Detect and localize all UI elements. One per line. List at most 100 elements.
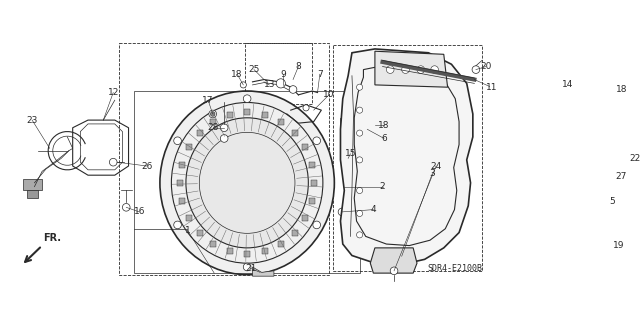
- Circle shape: [543, 187, 574, 217]
- Text: 20: 20: [480, 62, 492, 71]
- Text: 17: 17: [202, 96, 214, 105]
- Text: 18: 18: [378, 121, 390, 130]
- Circle shape: [243, 263, 251, 271]
- Circle shape: [390, 267, 398, 275]
- Polygon shape: [340, 118, 367, 129]
- Polygon shape: [574, 87, 612, 122]
- Text: FR.: FR.: [43, 233, 61, 242]
- Text: 18: 18: [616, 85, 627, 94]
- Text: 19: 19: [612, 241, 624, 250]
- Text: 24: 24: [431, 161, 442, 170]
- Text: 28: 28: [207, 123, 218, 132]
- Circle shape: [551, 180, 556, 184]
- Text: 5: 5: [609, 197, 615, 206]
- Circle shape: [173, 137, 181, 145]
- Polygon shape: [253, 267, 274, 276]
- Text: 22: 22: [629, 154, 640, 163]
- Circle shape: [579, 96, 591, 109]
- Text: 15: 15: [345, 149, 356, 158]
- Circle shape: [541, 185, 546, 190]
- Circle shape: [313, 137, 321, 145]
- Circle shape: [561, 219, 566, 224]
- Circle shape: [561, 180, 566, 184]
- Polygon shape: [27, 190, 38, 198]
- Bar: [245, 43, 312, 104]
- Ellipse shape: [186, 118, 308, 248]
- Circle shape: [539, 170, 547, 178]
- Circle shape: [532, 175, 586, 229]
- Circle shape: [313, 221, 321, 229]
- Circle shape: [353, 121, 359, 127]
- Text: SDR4-E2100B: SDR4-E2100B: [427, 264, 482, 273]
- Polygon shape: [578, 158, 627, 164]
- Text: 14: 14: [562, 80, 573, 89]
- Circle shape: [340, 152, 348, 160]
- Circle shape: [472, 66, 480, 73]
- Text: 1: 1: [184, 226, 190, 235]
- Circle shape: [356, 107, 363, 113]
- Text: 4: 4: [371, 205, 376, 214]
- Circle shape: [220, 135, 228, 142]
- Circle shape: [220, 124, 228, 131]
- Circle shape: [536, 194, 541, 199]
- Circle shape: [431, 66, 438, 73]
- Text: 25: 25: [248, 65, 260, 74]
- Text: 23: 23: [26, 115, 38, 125]
- Circle shape: [536, 205, 541, 210]
- Text: 7: 7: [317, 70, 323, 79]
- Circle shape: [576, 205, 580, 210]
- Circle shape: [522, 165, 595, 239]
- Circle shape: [539, 226, 547, 234]
- Text: 13: 13: [264, 80, 275, 89]
- Circle shape: [372, 122, 378, 129]
- Bar: [568, 79, 637, 129]
- Circle shape: [595, 96, 607, 109]
- Text: 26: 26: [141, 161, 152, 170]
- Text: 10: 10: [323, 90, 335, 99]
- Polygon shape: [23, 179, 42, 190]
- Bar: [333, 45, 482, 271]
- Circle shape: [211, 112, 215, 116]
- Circle shape: [582, 214, 590, 222]
- Circle shape: [109, 158, 117, 166]
- Circle shape: [527, 214, 534, 222]
- Circle shape: [356, 232, 363, 238]
- Circle shape: [338, 208, 346, 216]
- Circle shape: [555, 230, 563, 238]
- Circle shape: [571, 185, 575, 190]
- Circle shape: [506, 150, 611, 254]
- Text: 6: 6: [381, 134, 387, 143]
- Polygon shape: [371, 248, 417, 273]
- Text: 9: 9: [280, 70, 286, 79]
- Circle shape: [551, 219, 556, 224]
- Circle shape: [541, 214, 546, 219]
- Circle shape: [303, 105, 309, 111]
- Text: 18: 18: [232, 70, 243, 79]
- Text: 2: 2: [380, 182, 385, 191]
- Circle shape: [356, 157, 363, 163]
- Circle shape: [122, 204, 130, 211]
- Circle shape: [571, 214, 575, 219]
- Text: 21: 21: [245, 264, 257, 273]
- Circle shape: [587, 198, 595, 206]
- Circle shape: [555, 166, 563, 174]
- Circle shape: [387, 66, 394, 73]
- Circle shape: [356, 130, 363, 136]
- Circle shape: [402, 66, 410, 73]
- Circle shape: [527, 182, 534, 190]
- Circle shape: [615, 88, 621, 94]
- Circle shape: [356, 210, 363, 217]
- Circle shape: [604, 240, 612, 248]
- Circle shape: [417, 66, 425, 73]
- Text: 8: 8: [296, 62, 301, 71]
- Circle shape: [362, 121, 368, 127]
- Text: 3: 3: [429, 169, 435, 178]
- Circle shape: [209, 110, 216, 118]
- Text: 27: 27: [616, 172, 627, 181]
- Circle shape: [243, 95, 251, 102]
- Circle shape: [356, 84, 363, 90]
- Text: 12: 12: [108, 88, 119, 97]
- Circle shape: [571, 226, 579, 234]
- Circle shape: [571, 170, 579, 178]
- Circle shape: [356, 188, 363, 194]
